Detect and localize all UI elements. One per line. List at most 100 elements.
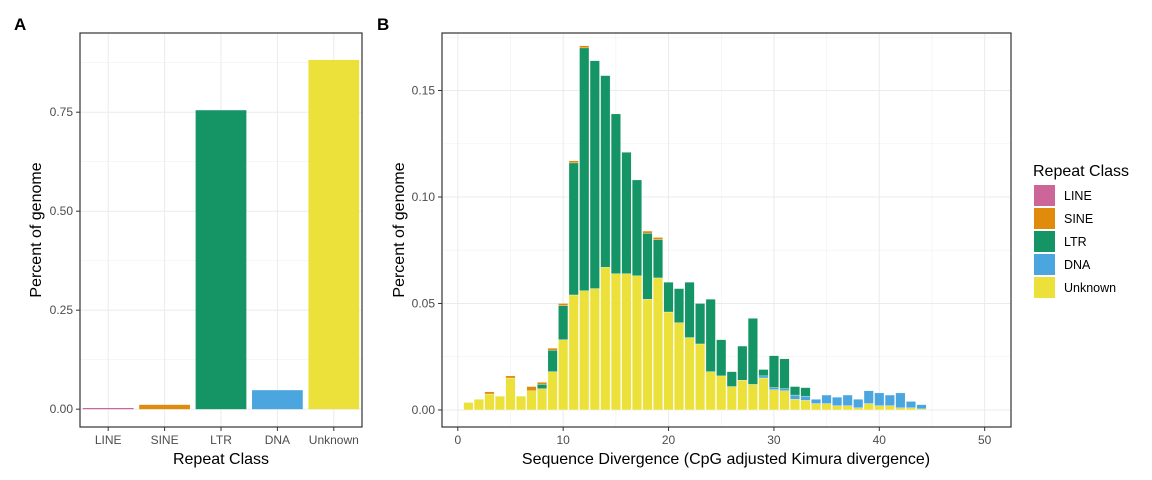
bar-segment-unknown <box>463 402 474 411</box>
bar-segment-dna <box>906 401 916 408</box>
bar-segment-ltr <box>769 355 779 388</box>
bar-segment-unknown <box>516 395 526 411</box>
panel-a-y-tick-label: 0.25 <box>50 303 74 317</box>
bar-segment-dna <box>821 394 832 404</box>
bar-segment-ltr <box>758 369 769 377</box>
legend-label-dna: DNA <box>1064 258 1091 272</box>
bar-segment-unknown <box>758 377 769 411</box>
panel-b-x-axis-title: Sequence Divergence (CpG adjusted Kimura… <box>522 451 930 468</box>
bar-segment-unknown <box>790 399 800 411</box>
bar-segment-unknown <box>769 389 779 411</box>
panel-b-bars <box>463 45 927 411</box>
bar-segment-unknown <box>874 405 885 411</box>
bar-segment-sine <box>642 230 653 234</box>
panel-b-chart: 0.00 0.05 0.10 0.15 0 10 20 30 40 50 Sequence Di… <box>391 32 1012 468</box>
bar-segment-unknown <box>653 277 663 411</box>
bar-segment-sine <box>547 348 558 351</box>
panel-b-x-tick-label: 20 <box>662 433 676 447</box>
bar-segment-unknown <box>853 407 864 411</box>
bar-segment-unknown <box>716 375 727 411</box>
bar-segment-ltr <box>568 162 579 296</box>
panel-b-y-axis-title: Percent of genome <box>391 162 408 297</box>
bar-segment-sine <box>537 382 547 385</box>
panel-b-y-tick-label: 0.00 <box>412 403 436 417</box>
panel-a-x-tick-label: DNA <box>265 433 290 447</box>
legend-swatch-sine <box>1034 208 1055 229</box>
bar-segment-dna <box>769 387 779 390</box>
bar-segment-unknown <box>473 399 484 411</box>
bar-segment-ltr <box>558 305 569 340</box>
bar-segment-dna <box>863 390 874 404</box>
bar-segment-sine <box>579 45 590 49</box>
bar-segment-dna <box>779 388 790 391</box>
bar-segment-unknown <box>747 384 758 411</box>
bar-segment-ltr <box>537 384 547 389</box>
bar-segment-unknown <box>811 403 821 411</box>
bar-segment-sine <box>558 303 569 306</box>
bar-segment-ltr <box>705 299 716 372</box>
bar-segment-unknown <box>568 294 579 411</box>
bar-segment-ltr <box>621 152 632 274</box>
bar-segment-unknown <box>884 405 895 411</box>
bar-segment-ltr <box>579 47 590 291</box>
bar-ltr <box>195 110 247 410</box>
legend-label-unknown: Unknown <box>1064 281 1116 295</box>
panel-a-x-tick-label: LTR <box>210 433 232 447</box>
bar-segment-unknown <box>663 311 674 411</box>
panel-label-b: B <box>377 15 389 34</box>
bar-segment-dna <box>895 392 906 408</box>
bar-segment-ltr <box>779 358 790 389</box>
bar-segment-dna <box>884 394 895 406</box>
bar-segment-unknown <box>695 343 706 411</box>
legend-title: Repeat Class <box>1033 163 1129 180</box>
bar-segment-unknown <box>558 339 569 411</box>
panel-b-y-tick-label: 0.10 <box>412 190 436 204</box>
panel-a-chart: 0.00 0.25 0.50 0.75 LINE SINE LTR DNA Unknown R… <box>28 32 363 468</box>
bar-segment-sine <box>526 386 537 391</box>
legend-swatch-unknown <box>1034 277 1055 298</box>
panel-b-y-tick-label: 0.05 <box>412 296 436 310</box>
bar-segment-dna <box>842 394 853 406</box>
bar-segment-dna <box>811 399 821 404</box>
bar-segment-dna <box>874 392 885 406</box>
panel-a-bars <box>82 59 360 410</box>
panel-b-y-axis-ticks: 0.00 0.05 0.10 0.15 <box>412 84 442 417</box>
bar-segment-ltr <box>653 239 663 279</box>
bar-segment-unknown <box>642 299 653 411</box>
panel-b-x-tick-label: 50 <box>978 433 992 447</box>
panel-b-x-axis-ticks: 0 10 20 30 40 50 <box>454 427 992 447</box>
bar-segment-ltr <box>632 179 642 276</box>
panel-b-gridlines <box>442 33 1011 427</box>
bar-segment-dna <box>832 397 843 406</box>
bar-segment-unknown <box>705 371 716 411</box>
bar-segment-unknown <box>632 275 642 411</box>
bar-segment-unknown <box>863 403 874 411</box>
bar-segment-unknown <box>842 405 853 411</box>
legend-label-sine: SINE <box>1064 212 1093 226</box>
bar-segment-unknown <box>674 322 684 411</box>
bar-segment-unknown <box>579 290 590 411</box>
legend: Repeat Class LINE SINE LTR DNA Unknown <box>1033 163 1129 298</box>
panel-a-y-axis-ticks: 0.00 0.25 0.50 0.75 <box>50 105 80 416</box>
bar-segment-ltr <box>790 386 800 396</box>
panel-a-x-axis-ticks: LINE SINE LTR DNA Unknown <box>95 427 359 447</box>
bar-segment-unknown <box>800 400 811 411</box>
bar-segment-unknown <box>600 267 611 411</box>
bar-segment-sine <box>505 375 516 379</box>
bar-segment-unknown <box>726 386 737 411</box>
bar-segment-ltr <box>695 303 706 345</box>
panel-a-y-axis-title: Percent of genome <box>28 162 45 297</box>
bar-segment-ltr <box>684 282 695 338</box>
panel-b-plot-border <box>441 32 1012 428</box>
bar-unknown <box>308 59 360 410</box>
panel-b-y-tick-label: 0.15 <box>412 84 436 98</box>
legend-swatch-dna <box>1034 254 1055 275</box>
bar-segment-dna <box>758 375 769 379</box>
bar-segment-ltr <box>547 350 558 372</box>
bar-segment-ltr <box>737 345 748 381</box>
panel-a-y-tick-label: 0.75 <box>50 105 74 119</box>
bar-segment-unknown <box>737 379 748 411</box>
bar-line <box>82 407 134 410</box>
bar-dna <box>252 390 303 410</box>
